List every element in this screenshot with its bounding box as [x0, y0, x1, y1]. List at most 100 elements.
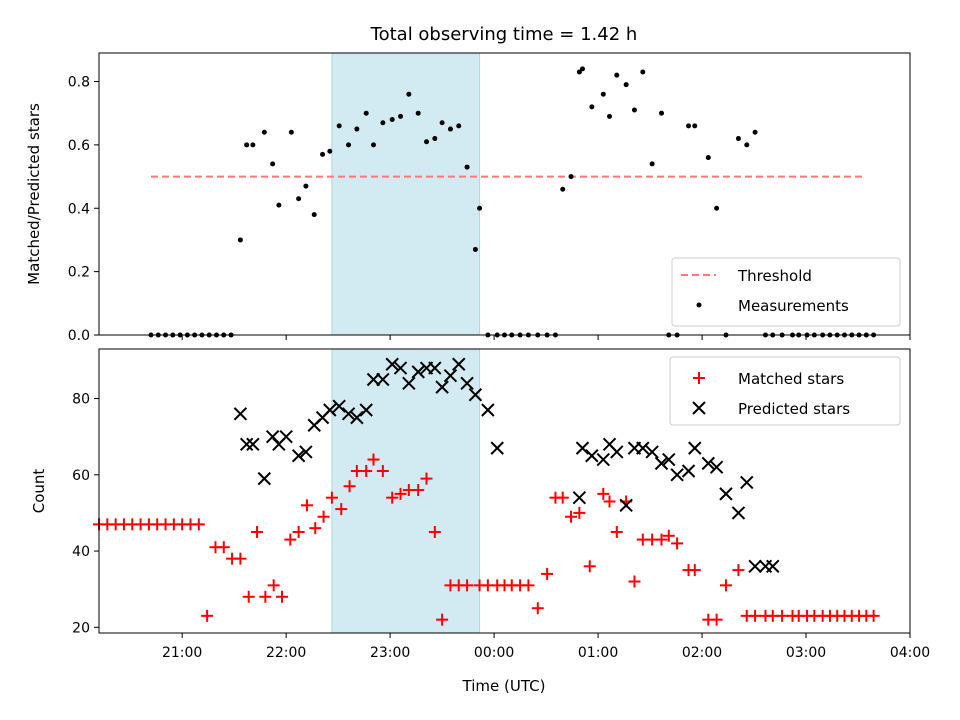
predicted-star-point-b [719, 487, 733, 501]
matched-star-point [251, 525, 264, 538]
predicted-star-point-b [299, 445, 313, 459]
measurement-point [600, 91, 606, 97]
predicted-star-point-b [701, 456, 715, 471]
predicted-star-point-b [443, 368, 458, 383]
x-tick-label: 03:00 [786, 645, 826, 661]
matched-star-point [776, 609, 789, 622]
predicted-star-point [452, 357, 466, 371]
x-tick-label: 22:00 [266, 645, 306, 661]
measurement-point [424, 139, 430, 145]
predicted-star-point-b [575, 441, 590, 455]
measurement-point [261, 129, 267, 135]
measurement-point [276, 202, 282, 208]
chart-title: Total observing time = 1.42 h [370, 24, 638, 45]
matched-star-point [292, 525, 305, 538]
matched-star-point [335, 503, 348, 516]
measurement-point [649, 161, 655, 167]
matched-star-point [531, 602, 544, 615]
matched-star-point [234, 552, 247, 565]
predicted-star-point [233, 407, 248, 421]
legend-matched-label: Matched stars [738, 370, 844, 388]
predicted-star-point-b [670, 468, 684, 482]
measurement-point [303, 183, 309, 189]
measurement-point [472, 246, 478, 252]
predicted-star-point [257, 471, 272, 486]
measurement-point [380, 120, 386, 126]
predicted-star-point-b [585, 449, 599, 463]
measurement-point [244, 142, 250, 148]
predicted-star-point-b [662, 452, 676, 467]
measurement-point [576, 69, 582, 75]
predicted-star-point [332, 399, 346, 413]
bottom-y-axis-label: Count [30, 469, 48, 514]
matched-star-point [201, 609, 214, 622]
bottom-legend: Matched stars Predicted stars [669, 356, 901, 426]
predicted-star-point [490, 441, 504, 455]
measurement-point [607, 113, 613, 119]
predicted-star-point [359, 403, 373, 417]
bottom-y-tick-label: 20 [72, 620, 90, 636]
predicted-star-point-b [428, 361, 442, 375]
legend-predicted-label: Predicted stars [738, 400, 850, 418]
predicted-star-point-b [265, 429, 280, 444]
top-observing-window [331, 52, 481, 336]
matched-star-point [541, 567, 554, 580]
matched-star-point [309, 522, 322, 535]
predicted-star-point-b [636, 441, 650, 455]
matched-star-point [867, 609, 880, 622]
matched-star-point [376, 464, 389, 477]
matched-star-point [749, 609, 762, 622]
matched-star-point [367, 453, 380, 466]
top-y-tick-label: 0.8 [68, 75, 90, 91]
measurement-point [447, 126, 453, 132]
measurement-point [752, 129, 758, 135]
matched-star-point [597, 487, 610, 500]
predicted-star-point [402, 376, 416, 391]
predicted-star-point [279, 429, 293, 444]
measurement-point [744, 142, 750, 148]
measurement-point [432, 136, 438, 142]
measurement-point [327, 148, 333, 154]
measurement-point [346, 142, 352, 148]
predicted-star-point [460, 376, 474, 391]
predicted-star-point-b [654, 456, 669, 471]
matched-star-point [573, 506, 586, 519]
matched-star-point [522, 579, 535, 592]
predicted-star-point [468, 388, 483, 402]
measurement-point [250, 142, 256, 148]
predicted-star-point-b [490, 441, 504, 455]
predicted-star-point-b [481, 403, 495, 417]
matched-star-point [420, 472, 433, 485]
measurement-point [439, 120, 445, 126]
predicted-star-point [662, 452, 676, 467]
measurement-point [705, 155, 711, 161]
predicted-star-point-b [748, 559, 762, 573]
measurement-point [686, 123, 692, 129]
predicted-star-point [239, 437, 254, 452]
predicted-star-point [636, 441, 650, 455]
top-legend-frame [671, 257, 901, 327]
predicted-star-point-b [341, 407, 356, 421]
matched-star-point [284, 533, 297, 546]
predicted-star-point [572, 490, 587, 505]
predicted-star-point-b [766, 559, 780, 573]
predicted-star-point [575, 441, 590, 455]
measurement-point [370, 142, 376, 148]
bottom-axes-frame [98, 348, 911, 634]
x-axis-label: Time (UTC) [462, 677, 546, 695]
measurement-point [692, 123, 698, 129]
x-tick-label: 02:00 [682, 645, 722, 661]
matched-star-point [217, 541, 230, 554]
measurement-point [631, 107, 637, 113]
bottom-legend-frame [669, 356, 901, 426]
predicted-star-point-b [460, 376, 474, 391]
predicted-star-point-b [257, 471, 272, 486]
top-y-tick-label: 0.0 [68, 328, 90, 344]
matched-star-point [436, 613, 449, 626]
predicted-star-point [585, 449, 599, 463]
x-tick-label: 04:00 [890, 645, 930, 661]
predicted-star-point [654, 456, 669, 471]
predicted-star-point [385, 357, 399, 371]
predicted-star-point-b [376, 372, 390, 387]
